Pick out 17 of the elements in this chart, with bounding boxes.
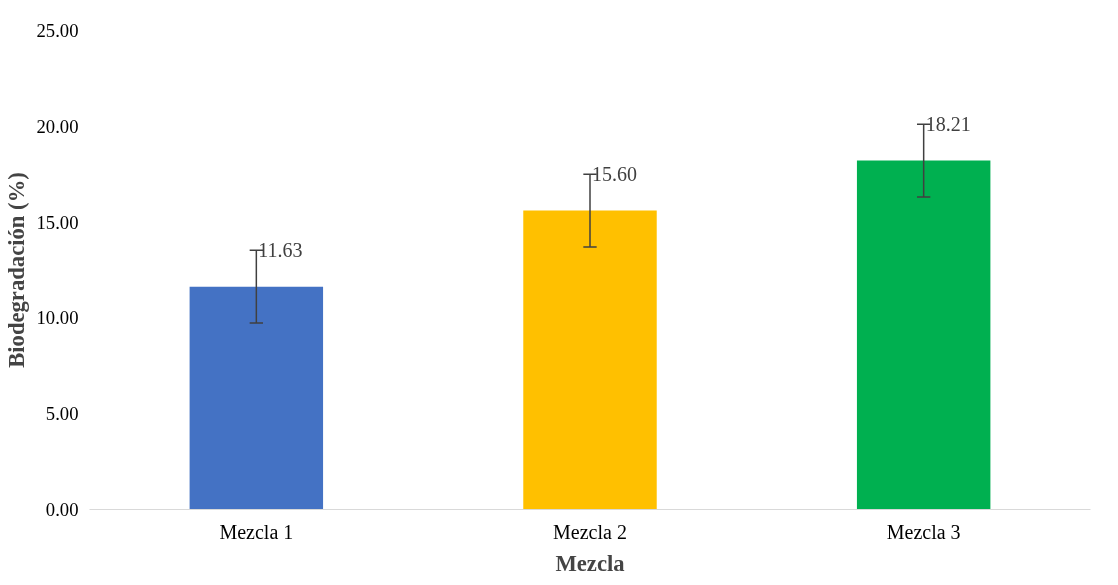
data-label: 15.60 [592, 163, 637, 186]
bar [189, 286, 324, 510]
x-tick-label: Mezcla 2 [553, 520, 627, 543]
y-tick-label: 10.00 [36, 307, 79, 329]
x-tick-label: Mezcla 3 [886, 520, 961, 543]
x-axis-title: Mezcla [555, 550, 625, 576]
y-tick-label: 25.00 [36, 20, 79, 41]
data-label: 18.21 [925, 113, 971, 136]
y-axis-title: Biodegradación (%) [3, 172, 29, 368]
y-tick-label: 20.00 [36, 115, 79, 137]
y-tick-label: 0.00 [45, 499, 79, 520]
bar [856, 160, 991, 510]
y-tick-label: 5.00 [45, 403, 79, 425]
data-label: 11.63 [258, 239, 303, 262]
y-tick-label: 15.00 [36, 211, 79, 233]
x-tick-label: Mezcla 1 [219, 520, 294, 543]
bar [523, 210, 657, 510]
